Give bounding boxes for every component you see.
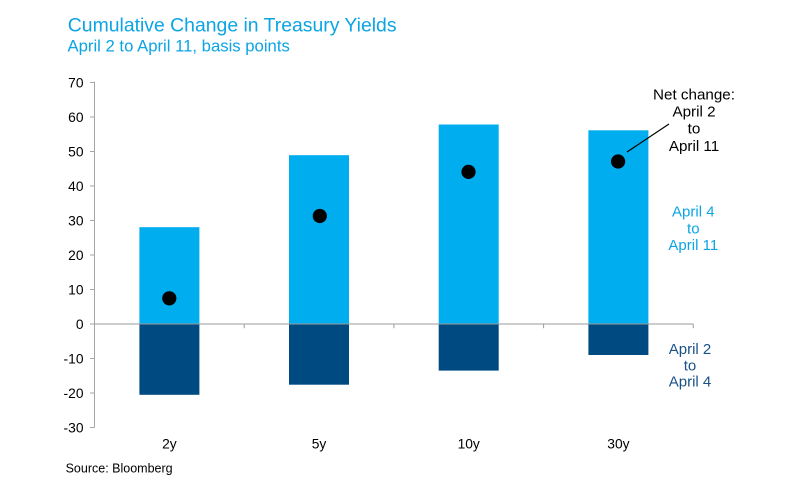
svg-text:April 2: April 2 — [669, 341, 712, 358]
svg-text:Cumulative Change in Treasury: Cumulative Change in Treasury Yields — [68, 15, 397, 37]
svg-text:5y: 5y — [312, 436, 327, 451]
svg-text:-30: -30 — [64, 420, 84, 435]
svg-text:30y: 30y — [607, 436, 629, 451]
svg-text:to: to — [688, 121, 701, 138]
svg-text:Net change:: Net change: — [653, 86, 735, 103]
svg-text:0: 0 — [76, 317, 84, 332]
svg-text:-20: -20 — [64, 386, 84, 401]
svg-text:2y: 2y — [162, 436, 177, 451]
svg-text:30: 30 — [68, 213, 84, 228]
svg-text:20: 20 — [68, 248, 84, 263]
svg-text:April 11: April 11 — [668, 237, 718, 254]
svg-text:70: 70 — [68, 75, 84, 90]
svg-text:April 4: April 4 — [672, 204, 715, 221]
svg-text:April 2 to April 11, basis poi: April 2 to April 11, basis points — [68, 37, 290, 56]
svg-text:60: 60 — [68, 110, 84, 125]
svg-text:-10: -10 — [64, 351, 84, 366]
svg-text:40: 40 — [68, 179, 84, 194]
svg-text:April 4: April 4 — [669, 374, 712, 391]
svg-text:to: to — [684, 357, 697, 374]
svg-text:50: 50 — [68, 144, 84, 159]
svg-text:April 11: April 11 — [669, 138, 719, 155]
svg-text:10y: 10y — [458, 436, 480, 451]
svg-text:April 2: April 2 — [672, 104, 715, 121]
svg-text:Source: Bloomberg: Source: Bloomberg — [66, 462, 173, 476]
svg-text:to: to — [687, 220, 700, 237]
svg-text:10: 10 — [68, 282, 84, 297]
